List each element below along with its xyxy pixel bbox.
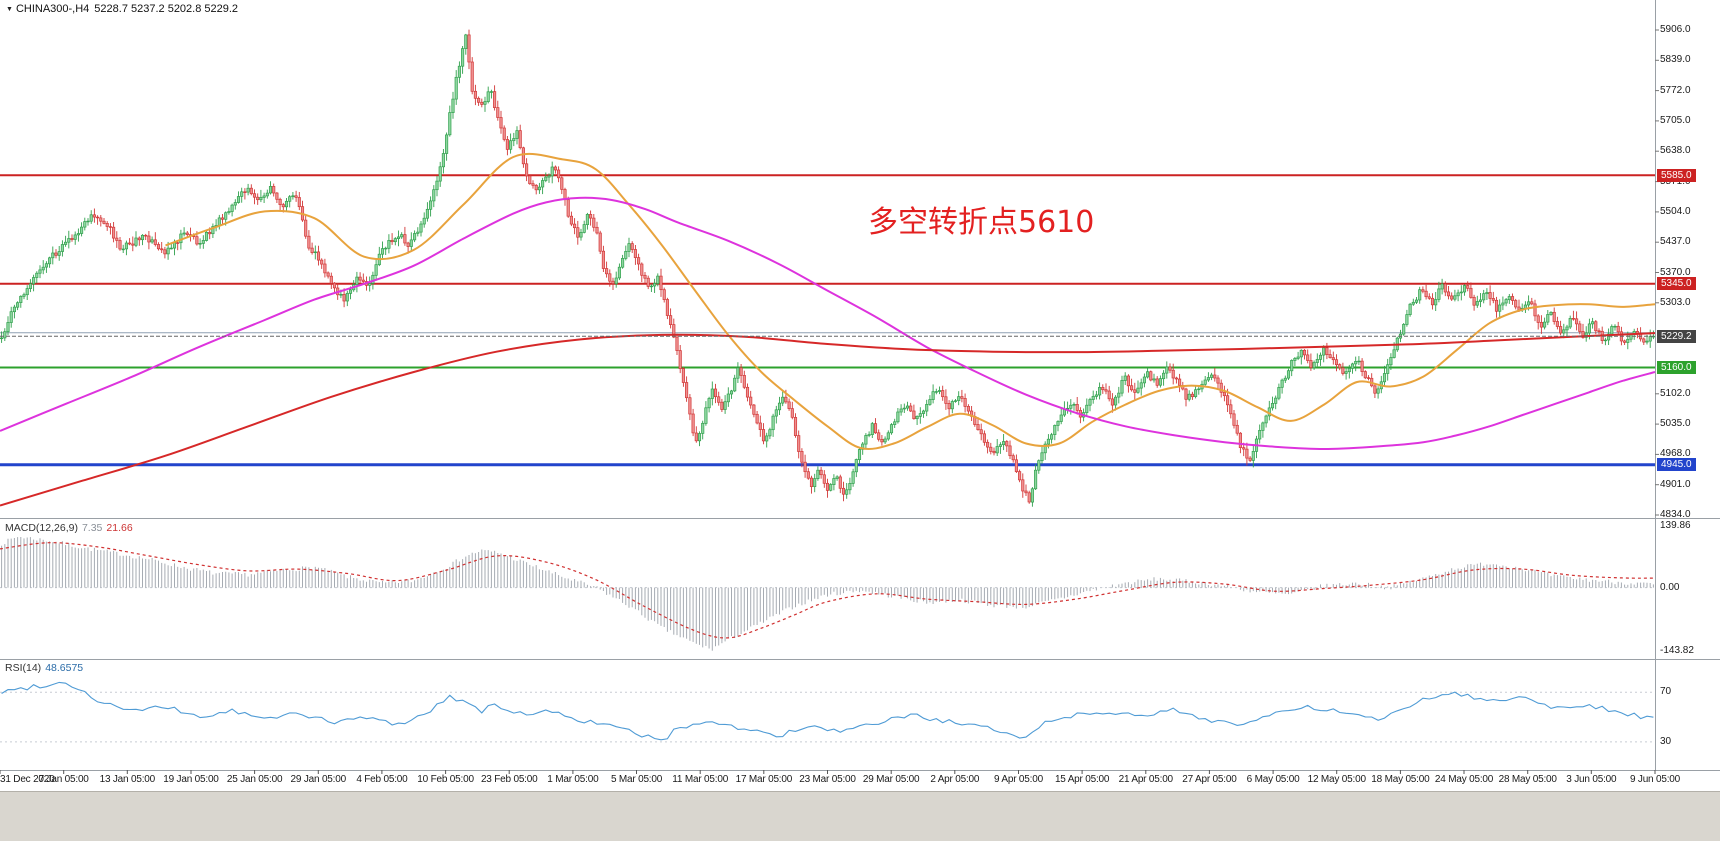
rsi-name: RSI(14) [5,662,42,674]
time-axis-label: 25 Jan 05:00 [226,774,283,785]
price-axis-label: 4834.0 [1660,509,1691,520]
window-bottom-strip [0,791,1720,841]
time-axis-label: 23 Mar 05:00 [799,774,856,785]
macd-name: MACD(12,26,9) [5,522,78,534]
macd-main-value: 7.35 [81,522,103,534]
time-axis-label: 7 Jan 05:00 [38,774,89,785]
macd-scale-label: 139.86 [1660,520,1691,531]
macd-scale-label: 0.00 [1660,581,1680,593]
time-axis-label: 23 Feb 05:00 [480,774,538,785]
ma-medium-orange [165,153,1656,451]
time-axis-label: 13 Jan 05:00 [99,774,156,785]
time-axis-label: 24 May 05:00 [1434,774,1494,785]
price-marker-4945.0: 4945.0 [1657,458,1696,472]
rsi-indicator-label: RSI(14) 48.6575 [5,662,83,674]
macd-indicator-label: MACD(12,26,9) 7.35 21.66 [5,522,133,534]
price-axis-label: 5906.0 [1660,23,1691,35]
rsi-level-label: 30 [1660,735,1672,747]
price-axis-label: 5102.0 [1660,387,1691,399]
macd-scale-label: -143.82 [1660,645,1694,656]
symbol-dropdown-icon[interactable]: ▼ [6,6,13,13]
time-axis-label: 10 Feb 05:00 [417,774,474,785]
macd-panel-area[interactable] [0,537,1656,651]
time-axis-label: 4 Feb 05:00 [356,774,408,785]
time-axis-label: 9 Jun 05:00 [1629,774,1681,785]
price-marker-5229.2: 5229.2 [1657,329,1696,343]
rsi-panel-area[interactable] [0,681,1655,743]
symbol-info-bar: ▼ CHINA300-,H4 5228.7 5237.2 5202.8 5229.2 [6,3,238,15]
rsi-value: 48.6575 [45,662,84,674]
time-axis-label: 29 Mar 05:00 [862,774,920,785]
time-axis-label: 31 Dec 2020 [0,774,55,785]
macd-signal-value: 21.66 [106,522,133,534]
time-axis-label: 21 Apr 05:00 [1118,774,1174,785]
price-axis-label: 5035.0 [1660,418,1691,430]
time-axis-label: 1 Mar 05:00 [547,774,599,785]
time-axis-label: 11 Mar 05:00 [672,774,729,785]
time-axis-label: 5 Mar 05:00 [610,774,663,785]
price-axis-label: 5370.0 [1660,266,1691,278]
price-marker-5345.0: 5345.0 [1657,277,1696,291]
time-axis-label: 6 May 05:00 [1246,774,1300,785]
time-axis-label: 29 Jan 05:00 [290,774,347,785]
time-axis-label: 18 May 05:00 [1371,774,1430,785]
panel-frame-lines [0,0,1720,774]
price-axis-label: 5772.0 [1660,84,1691,96]
price-axis-label: 5303.0 [1660,296,1691,308]
rsi-level-label: 70 [1660,686,1672,698]
time-axis-label: 2 Apr 05:00 [930,774,980,785]
price-axis-label: 4968.0 [1660,448,1691,460]
price-axis-label: 5437.0 [1660,236,1691,248]
symbol-title: CHINA300-,H4 [15,3,90,15]
ma-slow-red [0,332,1656,507]
price-marker-5585.0: 5585.0 [1657,168,1696,182]
time-axis-label: 9 Apr 05:00 [993,774,1043,785]
price-axis[interactable]: 5906.05839.05772.05705.05638.05571.05504… [1656,0,1720,790]
time-axis-label: 17 Mar 05:00 [735,774,793,785]
price-axis-label: 5839.0 [1660,54,1691,66]
time-axis-label: 28 May 05:00 [1498,774,1557,785]
symbol-ohlc-values: 5228.7 5237.2 5202.8 5229.2 [94,3,239,15]
price-axis-label: 5504.0 [1660,205,1691,217]
price-axis-label: 5638.0 [1660,145,1691,157]
annotation-text[interactable]: 多空转折点5610 [868,205,1095,240]
time-axis-label: 3 Jun 05:00 [1566,774,1617,785]
price-axis-label: 5705.0 [1660,114,1691,126]
price-chart-area[interactable] [0,29,1656,507]
time-axis-label: 12 May 05:00 [1307,774,1366,785]
price-axis-label: 4901.0 [1660,478,1691,490]
ma-long-magenta [0,196,1656,450]
time-axis-label: 15 Apr 05:00 [1054,774,1110,785]
price-marker-5160.0: 5160.0 [1657,361,1696,374]
time-axis[interactable]: 31 Dec 2020 7 Jan 05:00 13 Jan 05:00 19 Jan… [0,770,1720,791]
time-axis-label: 19 Jan 05:00 [163,774,219,785]
time-axis-label: 27 Apr 05:00 [1182,774,1237,785]
